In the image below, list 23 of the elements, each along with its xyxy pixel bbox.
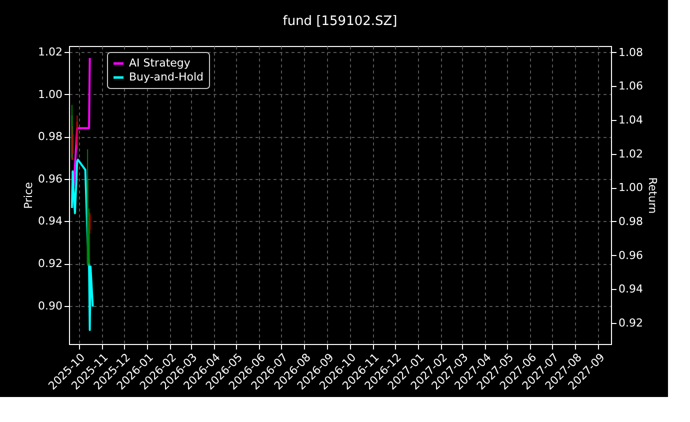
y2-tick-label: 0.96 bbox=[618, 248, 643, 262]
y-tick-label: 0.94 bbox=[38, 214, 62, 228]
y-tick-label: 0.96 bbox=[38, 172, 62, 186]
y-tick-label: 0.90 bbox=[38, 299, 62, 312]
y-tick-label: 1.00 bbox=[38, 88, 62, 101]
y2-tick-label: 0.92 bbox=[618, 316, 643, 330]
y-axis-title: Price bbox=[22, 182, 36, 209]
chart-title: fund [159102.SZ] bbox=[282, 14, 398, 29]
y2-tick-label: 1.08 bbox=[618, 46, 643, 59]
y2-tick-label: 1.00 bbox=[618, 181, 643, 194]
y2-tick-label: 0.98 bbox=[618, 214, 643, 228]
y-tick-label: 1.02 bbox=[38, 45, 62, 58]
y2-tick-label: 1.04 bbox=[618, 113, 643, 126]
y2-tick-label: 0.94 bbox=[618, 282, 643, 296]
candlestick bbox=[76, 114, 78, 150]
legend-label: Buy-and-Hold bbox=[129, 70, 204, 84]
line-series bbox=[70, 158, 94, 331]
y2-tick-label: 1.06 bbox=[618, 80, 643, 93]
y-tick-label: 0.98 bbox=[38, 130, 62, 144]
legend-label: AI Strategy bbox=[129, 56, 191, 70]
y-tick-label: 0.92 bbox=[38, 257, 62, 270]
y2-tick-label: 1.02 bbox=[618, 147, 643, 160]
y2-axis-title: Return bbox=[646, 177, 659, 214]
